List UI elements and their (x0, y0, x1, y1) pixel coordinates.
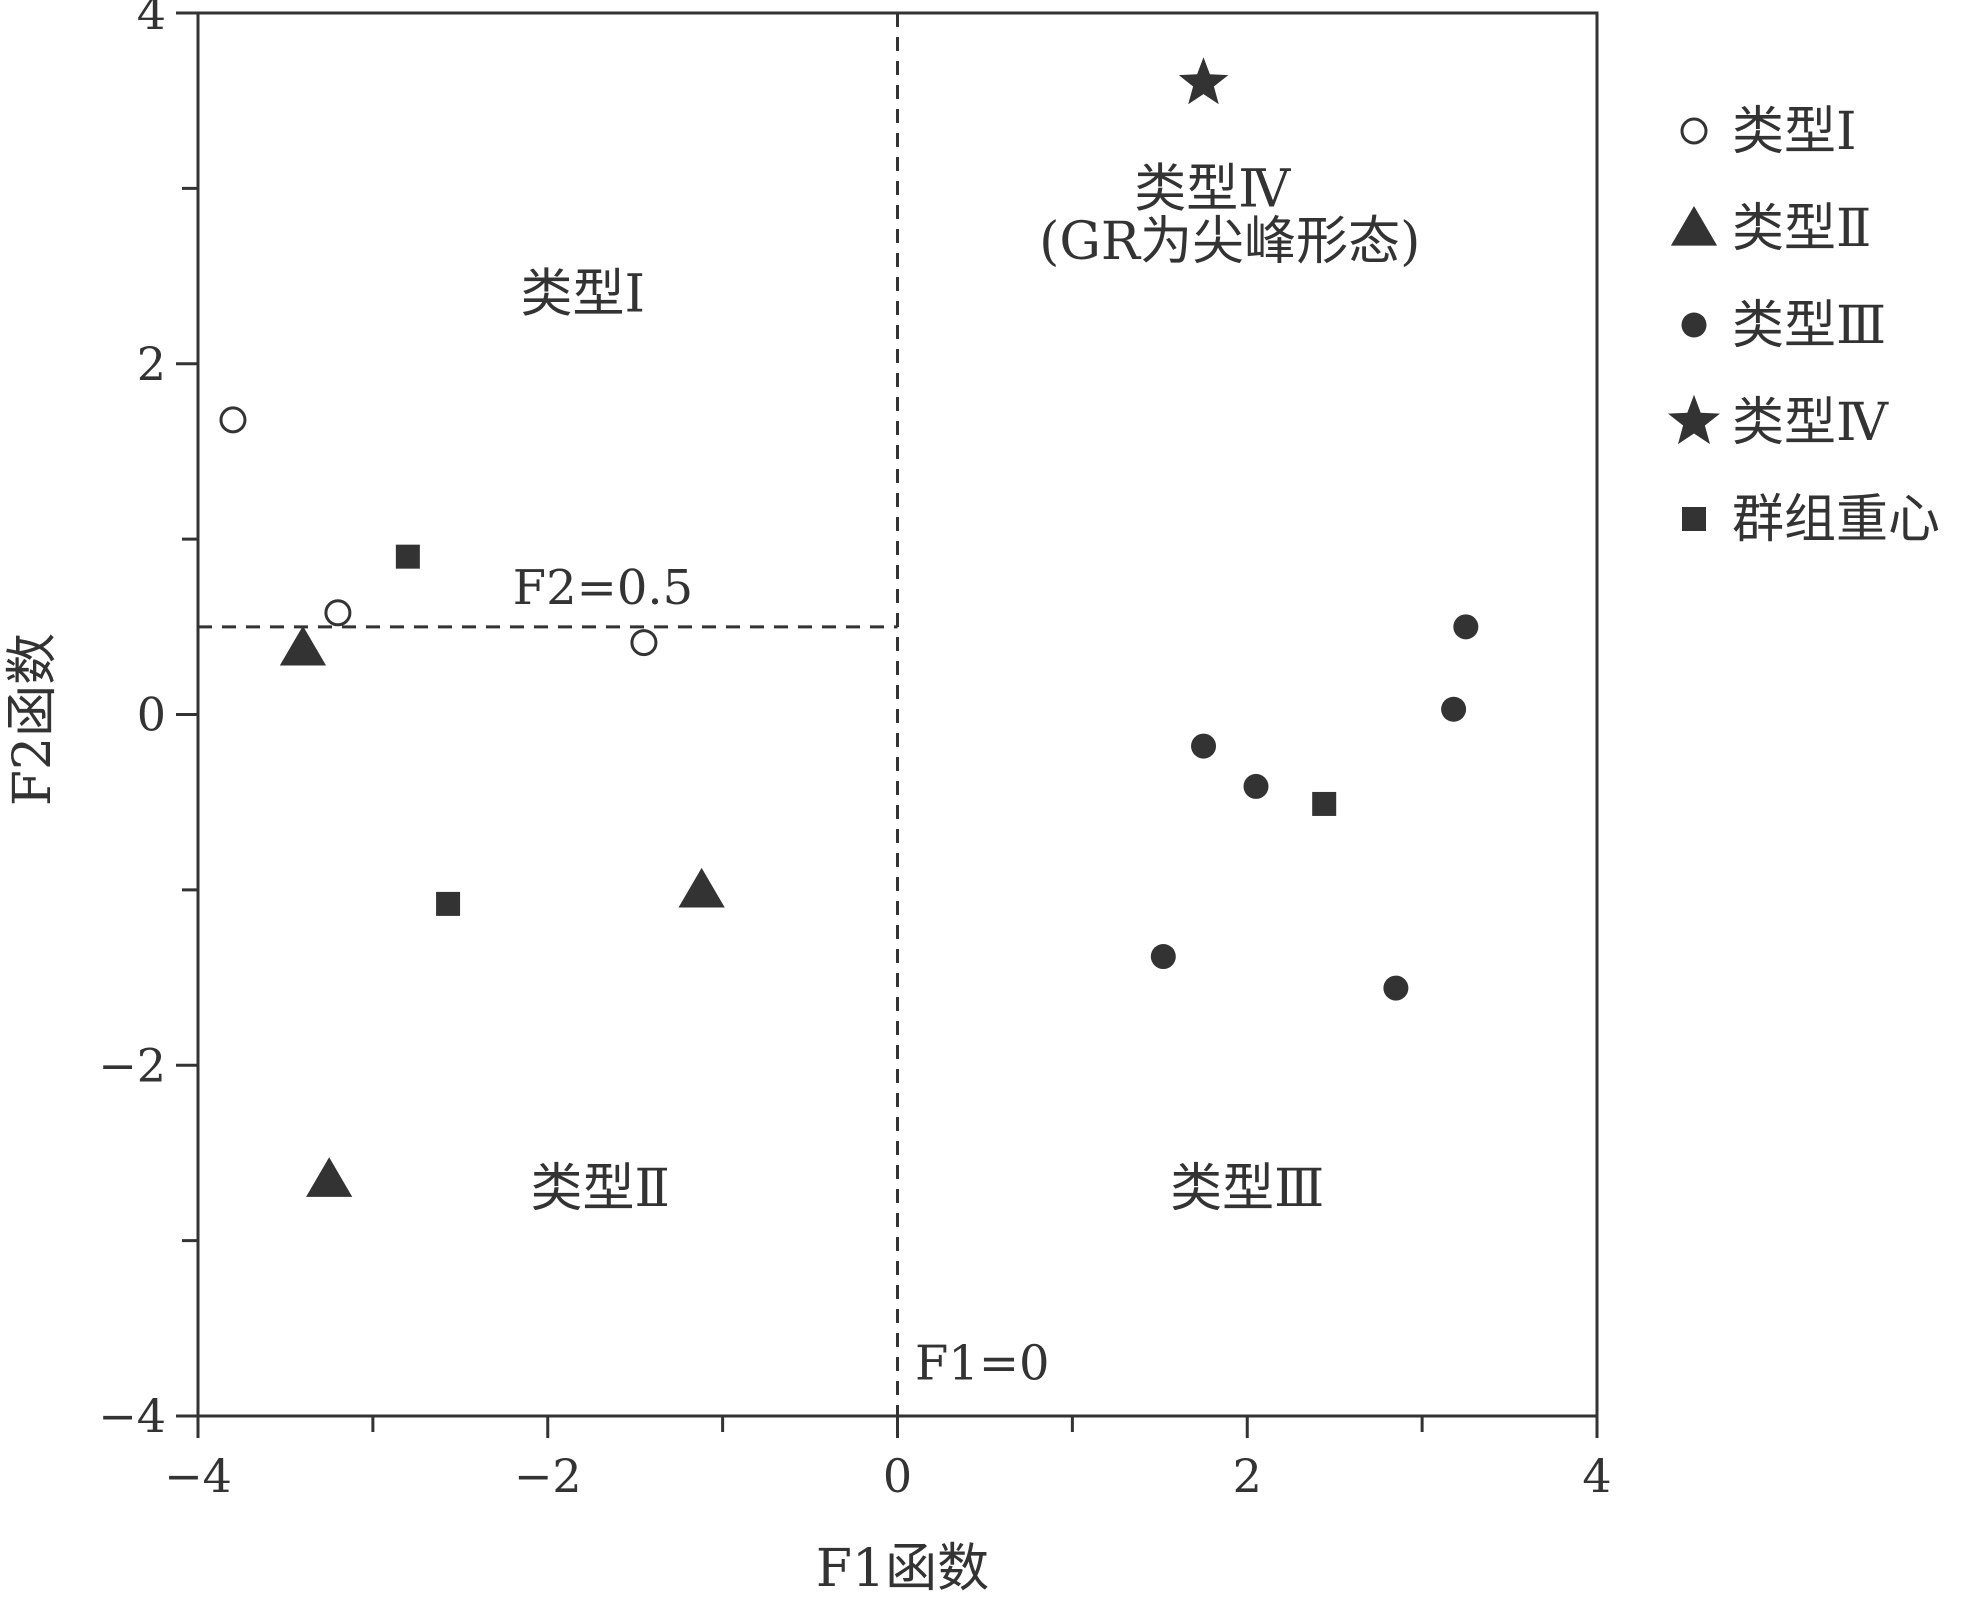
data-point-open-circle (219, 406, 247, 434)
series-group (219, 406, 658, 657)
region-label: 类型Ⅰ (520, 265, 645, 325)
reference-lines: F1=0 F2=0.5 (198, 13, 1050, 1416)
x-tick-label: −4 (164, 1449, 232, 1503)
legend-item: 类型Ⅲ (1681, 296, 1886, 356)
reference-line-label: F2=0.5 (513, 560, 693, 616)
y-tick-label: 2 (137, 337, 166, 391)
legend-label: 群组重心 (1732, 490, 1940, 550)
series-group (1150, 614, 1479, 1001)
data-point-square (1312, 791, 1337, 816)
axis-ticks: −4 −2 0 2 4 −4 −2 0 2 4 (98, 0, 1611, 1503)
legend-marker-star (1668, 394, 1720, 445)
x-tick-label: 0 (883, 1449, 912, 1503)
data-point-filled-circle (1453, 614, 1479, 640)
data-point-filled-circle (1191, 733, 1217, 759)
legend-marker-square (1682, 507, 1706, 531)
y-tick-label: 4 (137, 0, 166, 40)
region-label: (GR为尖峰形态) (1039, 212, 1420, 272)
legend-item: 群组重心 (1682, 490, 1940, 550)
data-point-triangle (279, 625, 327, 666)
data-point-filled-circle (1383, 975, 1409, 1001)
legend-label: 类型Ⅰ (1732, 102, 1857, 162)
x-axis-title: F1函数 (816, 1539, 989, 1594)
region-label: 类型Ⅱ (531, 1159, 670, 1219)
reference-line-label: F1=0 (915, 1335, 1050, 1391)
legend-marker-open-circle (1680, 117, 1708, 145)
data-point-square (395, 544, 420, 569)
y-tick-label: −4 (98, 1389, 166, 1443)
region-label: 类型Ⅳ (1134, 159, 1291, 219)
data-markers (219, 57, 1479, 1197)
legend-label: 类型Ⅱ (1732, 199, 1871, 259)
legend: 类型Ⅰ 类型Ⅱ 类型Ⅲ 类型Ⅳ 群组重心 (1668, 102, 1940, 550)
region-label: 类型Ⅲ (1170, 1159, 1324, 1219)
data-point-triangle (306, 1157, 353, 1197)
series-group (395, 544, 1337, 916)
data-point-filled-circle (1243, 773, 1269, 799)
legend-label: 类型Ⅳ (1732, 393, 1889, 453)
data-point-filled-circle (1150, 944, 1176, 970)
legend-item: 类型Ⅳ (1668, 393, 1889, 453)
text-labels: F1函数 F2函数 类型Ⅰ 类型Ⅳ(GR为尖峰形态) 类型Ⅱ 类型Ⅲ (3, 159, 1420, 1599)
x-tick-label: 4 (1582, 1449, 1611, 1503)
legend-marker-triangle (1670, 206, 1718, 246)
data-point-star (1178, 57, 1229, 105)
data-point-triangle (678, 867, 725, 908)
data-point-square (436, 891, 461, 916)
y-axis-title: F2函数 (3, 633, 63, 806)
data-point-open-circle (630, 629, 658, 657)
legend-item: 类型Ⅱ (1670, 199, 1871, 259)
series-group (1178, 57, 1229, 105)
data-point-open-circle (324, 599, 352, 627)
x-tick-label: 2 (1233, 1449, 1262, 1503)
legend-marker-filled-circle (1681, 312, 1707, 338)
legend-label: 类型Ⅲ (1732, 296, 1886, 356)
x-tick-label: −2 (514, 1449, 582, 1503)
y-tick-label: 0 (137, 688, 166, 742)
y-tick-label: −2 (98, 1038, 166, 1092)
legend-item: 类型Ⅰ (1680, 102, 1857, 162)
series-group (279, 625, 725, 1197)
data-point-filled-circle (1441, 696, 1467, 722)
